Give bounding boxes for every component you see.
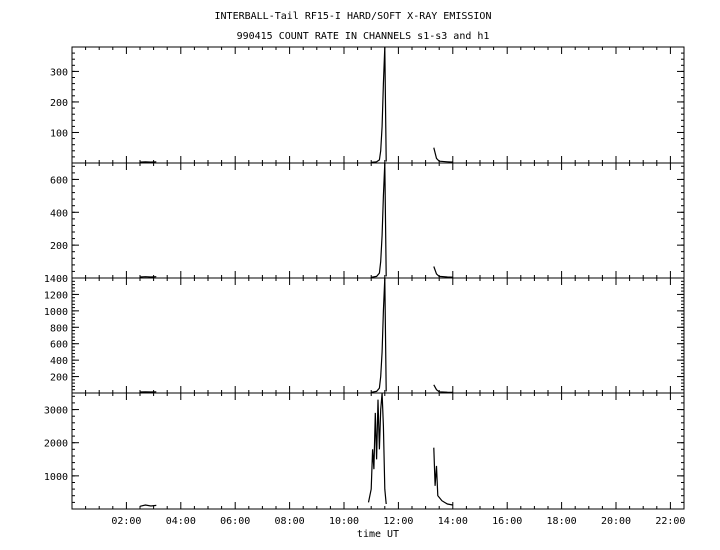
y-tick-label: 1000: [44, 307, 68, 318]
x-tick-label: 14:00: [438, 516, 468, 527]
panel-2-series-2: [371, 162, 387, 278]
y-tick-label: 1400: [44, 274, 68, 285]
x-tick-label: 08:00: [275, 516, 305, 527]
panel-1-frame: [71, 46, 685, 164]
panel-2-frame: [71, 162, 685, 279]
panel-4-frame: [71, 392, 685, 510]
y-tick-label: 1200: [44, 290, 68, 301]
y-tick-label: 200: [50, 373, 68, 384]
panel-2-series-3: [433, 266, 453, 278]
y-tick-label: 400: [50, 208, 68, 219]
x-tick-label: 06:00: [220, 516, 250, 527]
panel-4-series-2: [367, 392, 387, 505]
y-tick-label: 200: [50, 98, 68, 109]
y-tick-label: 300: [50, 67, 68, 78]
chart-panels: 100 200 300 200 400 600 200 400 600 800 1000 1200 14…: [44, 46, 685, 527]
y-tick-label: 200: [50, 241, 68, 252]
x-axis-label: time UT: [357, 529, 399, 540]
x-tick-label: 12:00: [383, 516, 413, 527]
y-tick-label: 2000: [44, 439, 68, 450]
y-tick-label: 600: [50, 340, 68, 351]
panel-3-series-3: [433, 384, 453, 393]
y-tick-label: 800: [50, 323, 68, 334]
panel-1-series-3: [433, 147, 453, 163]
panel-1-series-2: [371, 46, 387, 163]
panel-4-series-3: [433, 447, 453, 506]
y-tick-label: 600: [50, 175, 68, 186]
x-tick-label: 02:00: [111, 516, 141, 527]
panel-3-series-2: [371, 277, 387, 393]
x-tick-label: 18:00: [547, 516, 577, 527]
panel-4-series-1: [139, 504, 157, 507]
chart-title-line1: INTERBALL-Tail RF15-I HARD/SOFT X-RAY EM…: [215, 11, 492, 22]
y-tick-label: 1000: [44, 472, 68, 483]
y-tick-label: 400: [50, 356, 68, 367]
y-tick-label: 3000: [44, 406, 68, 417]
x-tick-label: 22:00: [655, 516, 685, 527]
x-tick-label: 10:00: [329, 516, 359, 527]
x-tick-label: 04:00: [166, 516, 196, 527]
x-tick-label: 20:00: [601, 516, 631, 527]
x-tick-label: 16:00: [492, 516, 522, 527]
chart-title-line2: 990415 COUNT RATE IN CHANNELS s1-s3 and …: [237, 31, 490, 42]
panel-3-frame: [71, 277, 685, 394]
y-tick-label: 100: [50, 128, 68, 139]
